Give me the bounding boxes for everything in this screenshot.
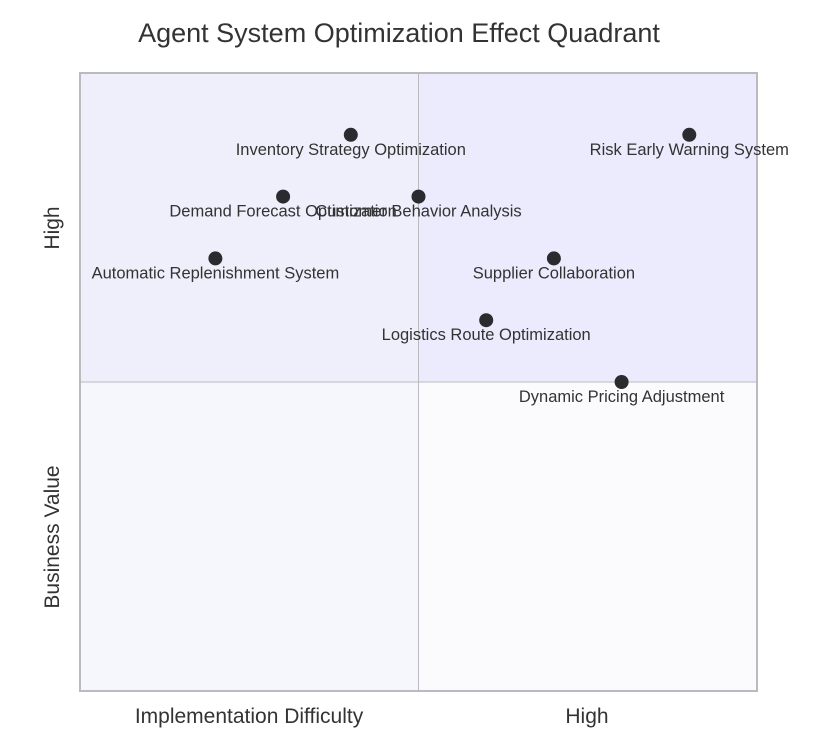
data-point — [479, 313, 494, 328]
data-points: Inventory Strategy Optimization Risk Earl… — [92, 127, 789, 406]
data-point — [276, 189, 291, 204]
x-axis-high-label: High — [565, 705, 608, 728]
data-point — [546, 251, 561, 266]
data-point-label: Risk Early Warning System — [590, 141, 789, 159]
y-axis-high-label: High — [41, 206, 64, 249]
data-point-label: Logistics Route Optimization — [382, 326, 591, 344]
data-point-label: Supplier Collaboration — [473, 264, 635, 282]
plot-border — [79, 72, 758, 692]
data-point-label: Demand Forecast Optimization — [169, 203, 396, 221]
quadrant-bottom-left — [80, 382, 419, 691]
chart-title: Agent System Optimization Effect Quadran… — [138, 18, 660, 48]
data-point — [343, 127, 358, 142]
quadrant-top-left — [80, 73, 419, 382]
x-axis-label: Implementation Difficulty — [135, 705, 364, 728]
quadrant-bottom-right — [418, 382, 757, 691]
quadrant-top-right — [418, 73, 757, 382]
data-point — [411, 189, 426, 204]
data-point-label: Automatic Replenishment System — [92, 264, 340, 282]
data-point — [614, 375, 629, 389]
quadrant-backgrounds — [80, 73, 757, 691]
data-point-label: Dynamic Pricing Adjustment — [519, 388, 725, 406]
y-axis-label: Business Value — [41, 465, 64, 608]
data-point — [682, 127, 697, 142]
data-point — [208, 251, 223, 266]
data-point-label: Inventory Strategy Optimization — [236, 141, 466, 159]
data-point-label: Customer Behavior Analysis — [315, 203, 521, 221]
